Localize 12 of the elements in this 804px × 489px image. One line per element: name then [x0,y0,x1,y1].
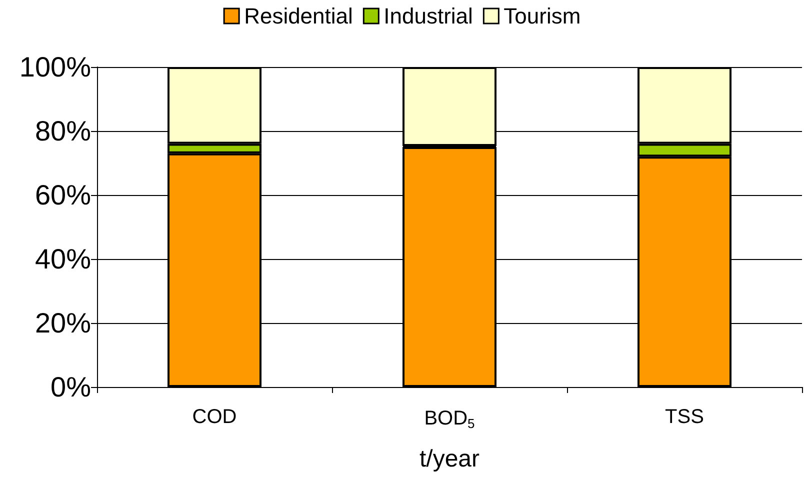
x-tick-label: TSS [665,406,704,428]
y-tick-label: 80% [34,116,91,146]
y-tick-label: 100% [19,52,91,82]
legend-label: Tourism [504,4,581,28]
y-tick-label: 40% [34,244,91,274]
x-axis-title: t/year [419,446,480,472]
y-tick-label: 0% [50,372,91,402]
y-tick-label: 60% [34,180,91,210]
y-tick-label: 20% [34,308,91,338]
legend-label: Industrial [384,4,473,28]
legend-label: Residential [244,4,353,28]
x-tick-label: COD [192,406,237,428]
